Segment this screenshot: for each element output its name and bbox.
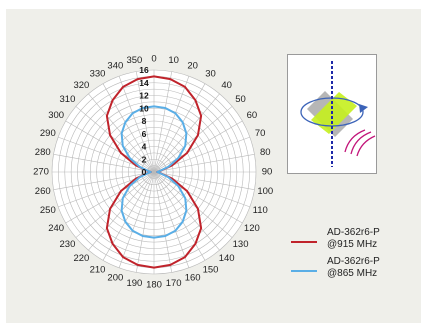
grid-spoke [135,171,155,273]
angle-tick-label: 270 [33,167,49,178]
legend-label-915-line1: AD-362r6-P [327,227,380,238]
radio-wave-large [356,135,376,157]
angle-tick-label: 250 [40,205,56,216]
grid-spoke [153,171,233,238]
radial-tick-label: 2 [142,154,147,164]
grid-spoke [153,71,173,173]
angle-tick-label: 100 [257,186,273,197]
radial-tick-label: 16 [139,65,149,75]
legend-label-865: AD-362r6-P @865 MHz [327,256,380,280]
grid-spoke [153,171,255,191]
grid-spoke [65,171,155,224]
angle-tick-label: 110 [253,205,268,216]
green-plate-shape [311,92,357,134]
angle-tick-label: 200 [107,273,123,284]
series-line-865 [120,105,188,239]
angle-tick-label: 310 [60,94,76,105]
angle-tick-label: 160 [185,273,201,284]
radio-wave-medium [350,131,372,155]
angle-tick-label: 60 [247,110,258,121]
rotation-arrow-icon [359,104,368,113]
grid-spoke [153,76,190,173]
angle-tick-label: 260 [35,186,51,197]
grid-spoke [153,171,173,273]
grid-spoke [153,83,206,173]
angle-tick-label: 300 [48,110,64,121]
legend-swatch-915 [291,241,317,243]
radial-tick-label: 14 [139,78,149,88]
angle-tick-label: 70 [255,128,266,139]
legend-label-915: AD-362r6-P @915 MHz [327,227,380,251]
angle-tick-label: 320 [73,80,89,91]
figure-panel: 0 10 20 30 40 50 60 70 80 90 100 110 120 130 140 150 160… [6,9,421,323]
radio-wave-small [344,129,366,153]
angle-tick-label: 130 [233,239,249,250]
angle-tick-label: 170 [166,278,182,289]
legend-swatch-865 [291,270,317,272]
polar-chart: 0 10 2030405060708090100110120130140150160… [33,54,273,291]
grid-spoke [118,171,155,268]
grid-spoke [102,171,155,261]
radial-tick-label: 6 [142,129,147,139]
grid-spoke [75,106,155,173]
angle-tick-label: 350 [126,55,142,66]
angle-tick-label: 80 [260,147,271,158]
angle-tick-label: 240 [48,223,64,234]
angle-tick-label: 10 [168,55,179,66]
angle-tick-label: 90 [262,167,273,178]
angle-tick-label: 140 [219,253,235,264]
angle-tick-label: 20 [187,60,198,71]
angle-tick-label: 330 [90,69,106,80]
radial-tick-label: 12 [139,91,149,101]
grid-spoke [135,71,155,173]
angle-tick-label: 340 [107,60,123,71]
angle-tick-label: 290 [40,128,56,139]
angle-tick-label: 0 [151,54,156,65]
grid-spoke [75,171,155,238]
legend-item-865: AD-362r6-P @865 MHz [285,256,415,286]
angle-tick-label: 40 [221,80,232,91]
angle-tick-label: 280 [35,147,51,158]
grid-spoke [53,171,155,191]
grid-spoke [118,76,155,173]
angle-tick-label: 120 [244,223,260,234]
angle-tick-label: 180 [146,280,162,291]
grid-spoke [153,171,243,224]
series-line-915 [105,75,203,269]
radial-tick-label: 0 [142,167,147,177]
angle-tick-label: 190 [126,278,142,289]
grid-spoke [153,120,243,173]
legend-item-915: AD-362r6-P @915 MHz [285,227,415,257]
antenna-polarization-diagram-icon [287,54,377,174]
grid-spoke [153,171,190,268]
angle-tick-label: 220 [73,253,89,264]
grid-spoke [65,120,155,173]
grid-spoke [153,106,233,173]
radial-tick-label: 4 [142,142,147,152]
angle-tick-label: 230 [60,239,76,250]
angle-tick-label: 150 [203,264,219,275]
angle-tick-label: 30 [205,69,216,80]
grid-spoke [53,153,155,173]
angle-tick-label: 50 [235,94,246,105]
angle-tick-label: 210 [90,264,106,275]
grid-spoke [102,83,155,173]
grid-spoke [153,171,206,261]
legend-label-865-line2: @865 MHz [327,268,378,279]
radial-tick-label: 8 [142,116,147,126]
legend-label-915-line2: @915 MHz [327,239,378,250]
legend-label-865-line1: AD-362r6-P [327,256,380,267]
grid-spoke [153,153,255,173]
radial-tick-label: 10 [139,103,149,113]
